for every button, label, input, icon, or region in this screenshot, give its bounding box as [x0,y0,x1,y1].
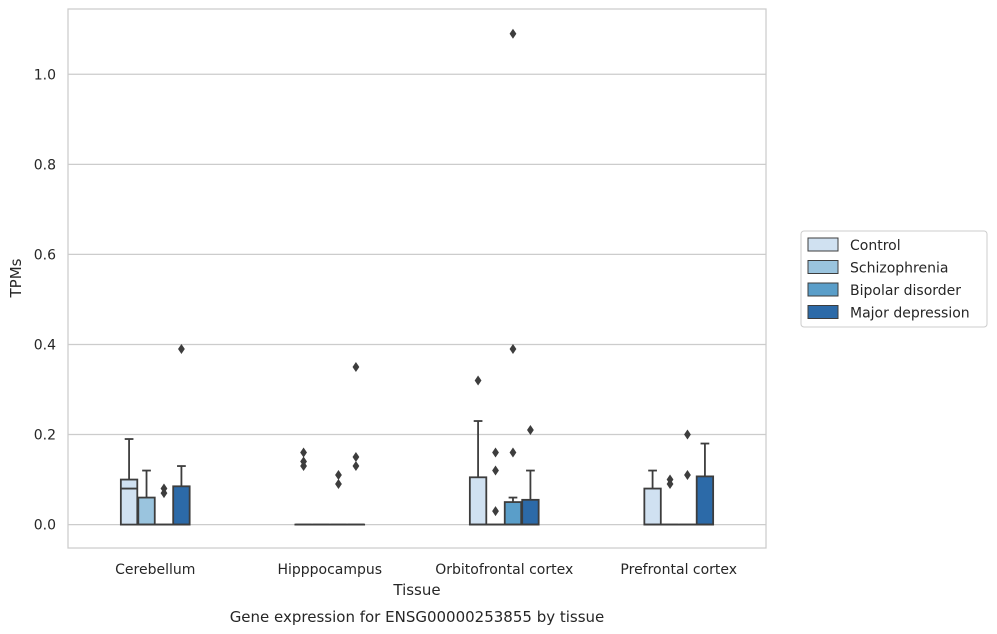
box-series [119,28,715,526]
box-body [503,501,523,526]
outlier-point [666,474,674,485]
outlier-point [474,375,482,386]
outlier-point [160,483,168,494]
y-axis-ticks: 0.0 0.2 0.4 0.6 0.8 1.0 [34,67,56,533]
box-bipolar-disorder [154,483,174,526]
legend-entry-label: Bipolar disorder [850,283,961,299]
outlier-point [352,461,360,472]
x-tick-label: Hipppocampus [277,562,382,578]
box-major-depression [695,442,715,526]
chart-caption: Gene expression for ENSG00000253855 by t… [230,608,605,626]
outlier-point [335,470,342,481]
box-major-depression [172,343,191,526]
outlier-point [684,429,691,440]
outlier-point [178,343,185,354]
x-tick-label: Orbitofrontal cortex [435,562,573,578]
box-major-depression [346,361,366,526]
legend-frame [800,230,988,328]
y-tick-label: 0.0 [34,518,56,534]
y-tick-label: 0.4 [34,337,56,353]
box-body [137,496,156,526]
box-bipolar-disorder [329,470,348,526]
legend-swatch [807,282,839,297]
x-tick-label: Cerebellum [115,562,195,578]
outlier-point [335,479,342,490]
outlier-point [509,447,517,458]
legend-swatch [807,237,839,252]
outlier-point [492,465,499,476]
box-body [172,485,191,526]
outlier-point [352,361,360,372]
y-tick-label: 0.6 [34,247,56,263]
box-control [468,375,488,526]
box-control [119,438,139,526]
box-schizophrenia [486,447,505,526]
box-control [643,469,662,526]
outlier-point [300,447,307,458]
legend-entry-label: Control [850,238,901,254]
outlier-point [300,456,307,467]
outlier-point [509,343,517,354]
outlier-point [492,506,499,517]
box-control [294,447,313,526]
box-bipolar-disorder [678,429,697,526]
grid-lines [68,73,766,526]
legend: Control Schizophrenia Bipolar disorder Majo… [800,230,988,328]
legend-swatch [807,305,839,319]
outlier-point [527,425,534,436]
box-body [695,475,715,526]
box-schizophrenia [137,469,156,526]
x-axis-label: Tissue [392,581,440,599]
outlier-point [509,28,517,39]
box-bipolar-disorder [503,28,523,526]
box-body [119,478,139,526]
legend-swatch [807,260,839,274]
legend-entry-label: Major depression [850,306,970,322]
outlier-point [492,447,499,458]
x-axis-ticks: Cerebellum Hipppocampus Orbitofrontal cort… [115,562,737,578]
box-body [643,487,662,526]
y-tick-label: 0.8 [34,157,56,173]
outlier-point [684,470,691,481]
box-body [468,476,488,526]
plot-frame [67,8,767,549]
box-schizophrenia [660,474,680,526]
y-tick-label: 1.0 [34,67,56,83]
legend-entry-label: Schizophrenia [850,261,948,277]
box-body [521,498,540,526]
y-axis-label: TPMs [7,258,25,298]
x-tick-label: Prefrontal cortex [620,562,737,578]
box-major-depression [521,425,540,526]
y-tick-label: 0.2 [34,428,56,444]
outlier-point [352,452,360,463]
